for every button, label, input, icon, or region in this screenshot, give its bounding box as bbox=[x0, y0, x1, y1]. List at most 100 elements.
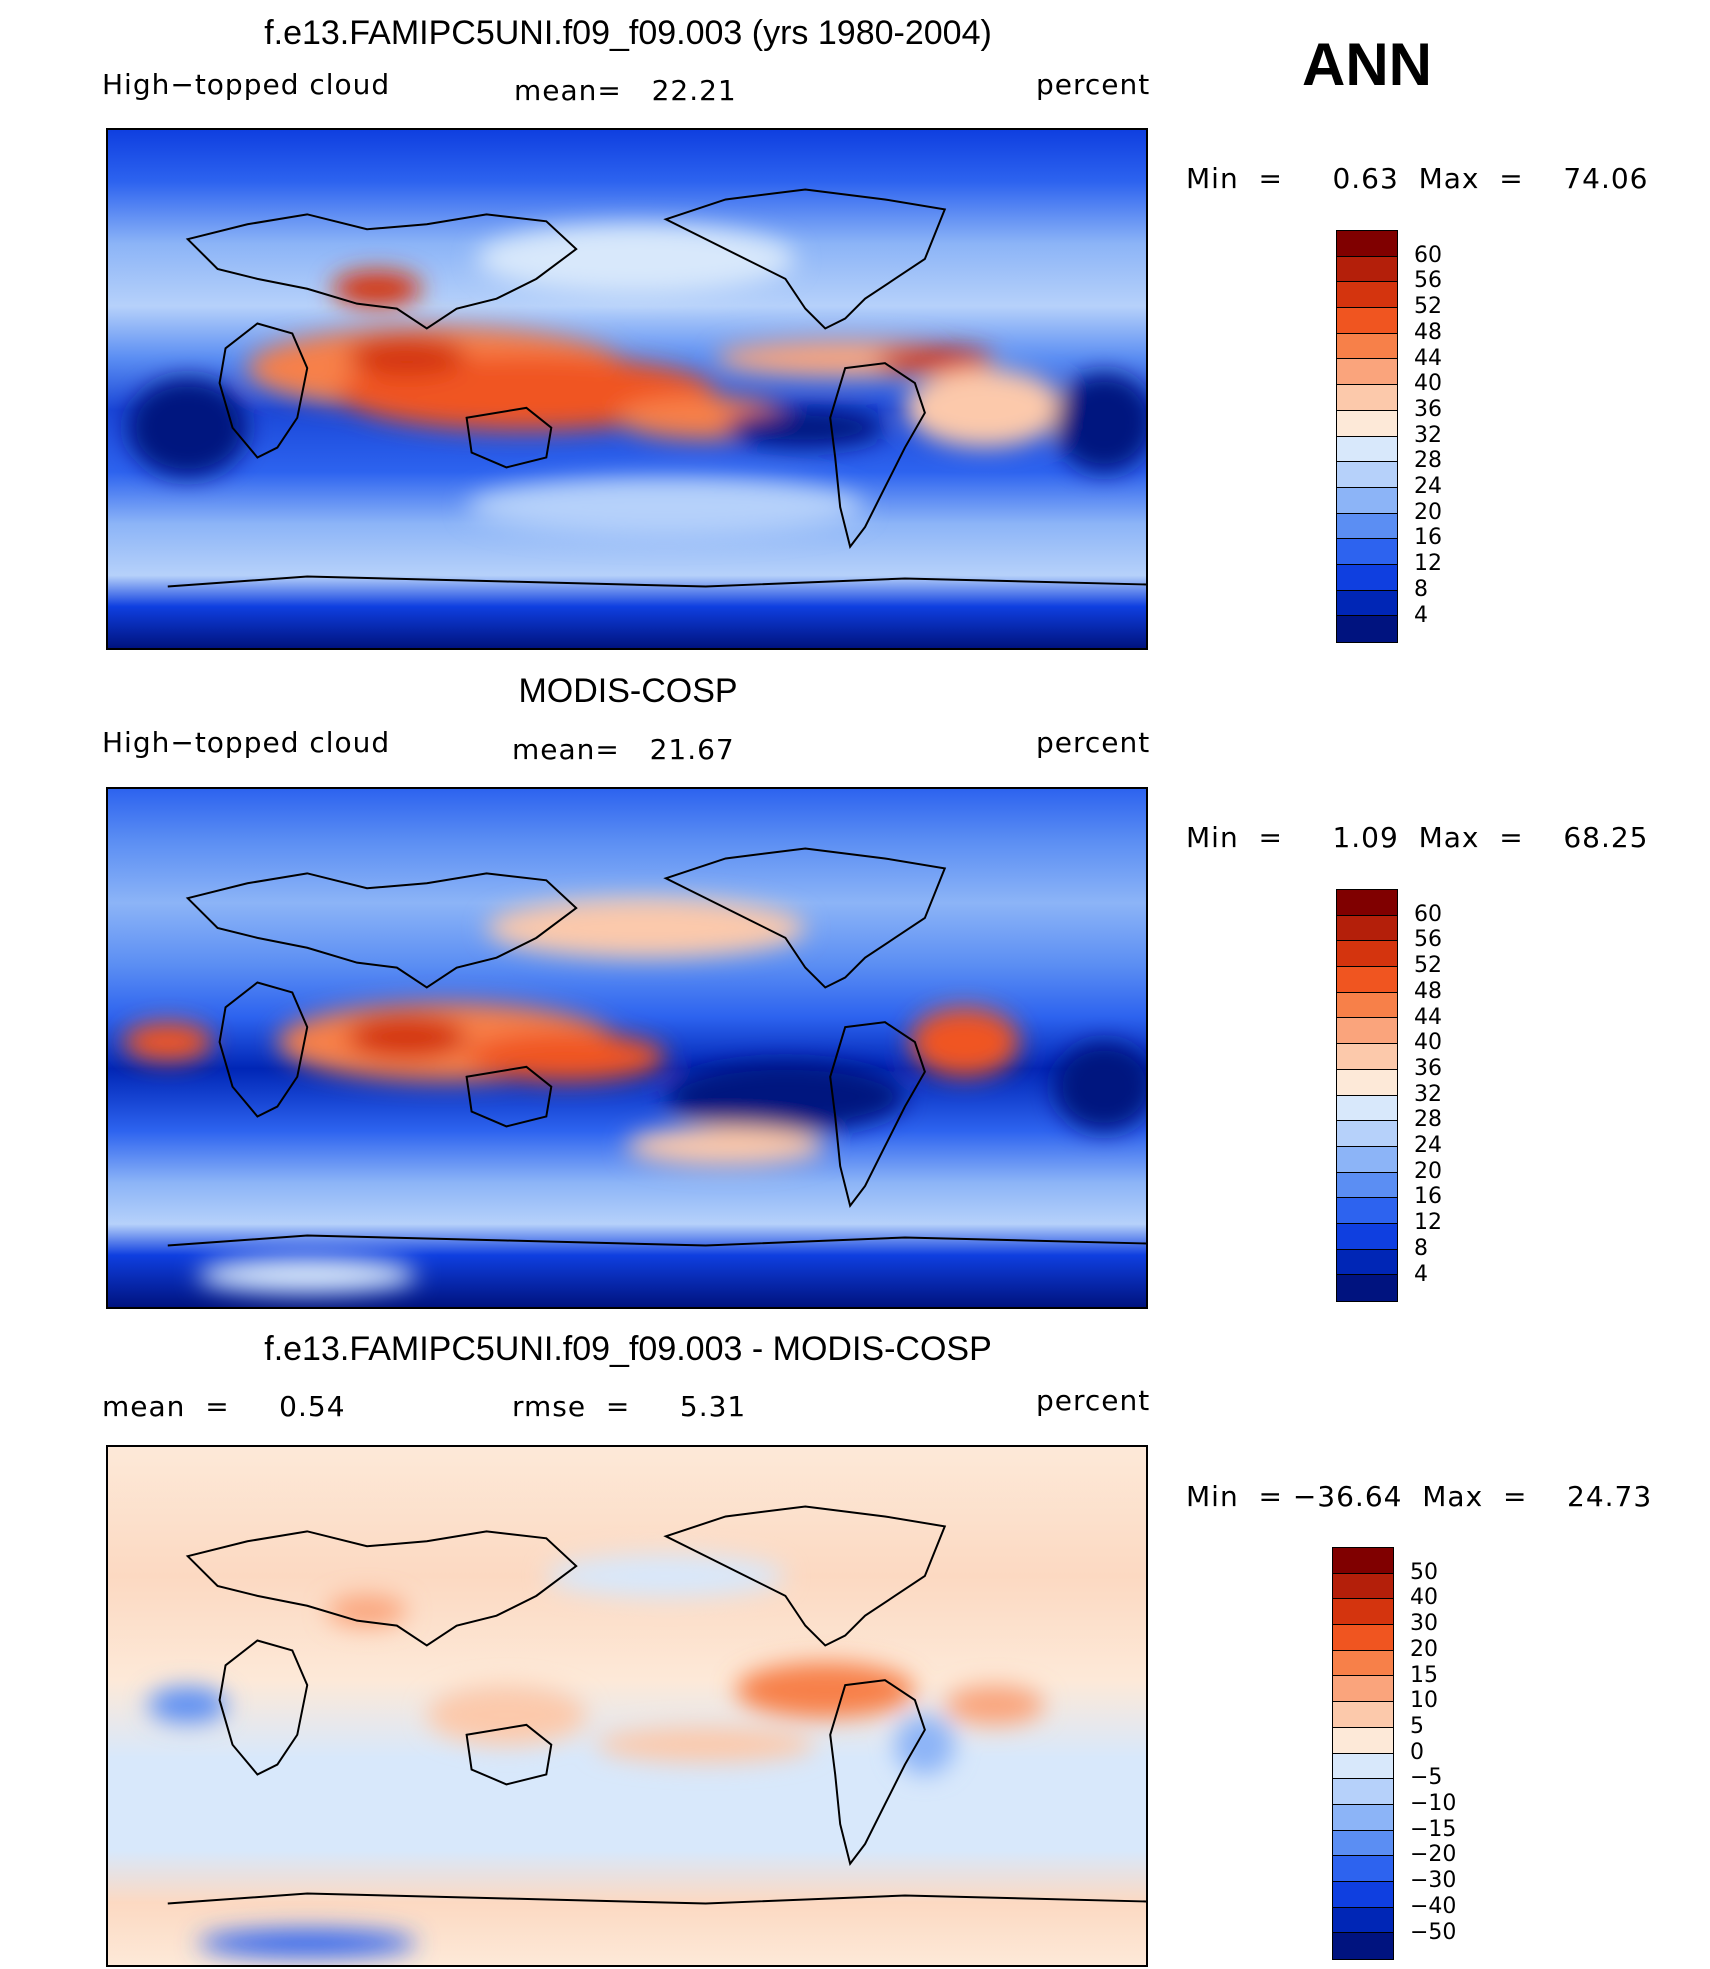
colorbar-tick-label: 50 bbox=[1410, 1559, 1438, 1585]
colorbar-tick-label: 60 bbox=[1414, 242, 1442, 268]
colorbar-swatch bbox=[1337, 359, 1397, 386]
panel3-mean: mean = 0.54 bbox=[102, 1390, 346, 1423]
panel1-mean: mean= 22.21 bbox=[514, 74, 737, 107]
colorbar-swatch bbox=[1337, 1223, 1397, 1250]
colorbar-tick-label: 44 bbox=[1414, 345, 1442, 371]
colorbar-tick-label: 32 bbox=[1414, 1081, 1442, 1107]
colorbar-swatch bbox=[1337, 564, 1397, 591]
colorbar-swatch bbox=[1337, 1146, 1397, 1173]
colorbar-swatch bbox=[1337, 992, 1397, 1019]
colorbar-swatch bbox=[1333, 1727, 1393, 1754]
colorbar-swatch bbox=[1337, 436, 1397, 463]
colorbar-tick-label: 48 bbox=[1414, 978, 1442, 1004]
colorbar-tick-label: 15 bbox=[1410, 1662, 1438, 1688]
colorbar-tick-label: 52 bbox=[1414, 294, 1442, 320]
colorbar-tick-label: 10 bbox=[1410, 1688, 1438, 1714]
panel1-model-map bbox=[106, 128, 1148, 650]
colorbar-tick-label: 12 bbox=[1414, 1210, 1442, 1236]
panel2-colorbar-swatches bbox=[1336, 889, 1398, 1302]
colorbar-swatch bbox=[1337, 1121, 1397, 1147]
colorbar-tick-label: 40 bbox=[1410, 1585, 1438, 1611]
colorbar-swatch bbox=[1337, 282, 1397, 309]
colorbar-tick-label: 16 bbox=[1414, 1184, 1442, 1210]
colorbar-tick-label: 48 bbox=[1414, 319, 1442, 345]
colorbar-tick-label: −10 bbox=[1410, 1791, 1457, 1816]
colorbar-tick-label: −20 bbox=[1410, 1842, 1457, 1868]
colorbar-swatch bbox=[1337, 1095, 1397, 1122]
panel1-variable-label: High−topped cloud bbox=[102, 68, 391, 101]
colorbar-swatch bbox=[1337, 890, 1397, 916]
colorbar-swatch bbox=[1337, 590, 1397, 617]
panel1-units: percent bbox=[1036, 68, 1151, 101]
panel1-colorbar-swatches bbox=[1336, 230, 1398, 643]
colorbar-swatch bbox=[1337, 1069, 1397, 1096]
colorbar-swatch bbox=[1337, 333, 1397, 360]
colorbar-tick-label: 8 bbox=[1414, 576, 1428, 602]
colorbar-swatch bbox=[1337, 308, 1397, 334]
colorbar-swatch bbox=[1333, 1907, 1393, 1934]
colorbar-tick-label: 52 bbox=[1414, 953, 1442, 979]
panel2-variable-label: High−topped cloud bbox=[102, 726, 391, 759]
colorbar-swatch bbox=[1333, 1573, 1393, 1600]
colorbar-swatch bbox=[1337, 385, 1397, 411]
colorbar-tick-label: 28 bbox=[1414, 448, 1442, 474]
colorbar-swatch bbox=[1337, 941, 1397, 968]
colorbar-swatch bbox=[1337, 1249, 1397, 1276]
colorbar-tick-label: 32 bbox=[1414, 422, 1442, 448]
panel3-title: f.e13.FAMIPC5UNI.f09_f09.003 - MODIS-COS… bbox=[264, 1330, 992, 1368]
panel2-title: MODIS-COSP bbox=[518, 672, 738, 710]
colorbar-swatch bbox=[1337, 1172, 1397, 1199]
colorbar-tick-label: 36 bbox=[1414, 1055, 1442, 1081]
colorbar-swatch bbox=[1333, 1650, 1393, 1677]
colorbar-tick-label: 24 bbox=[1414, 1133, 1442, 1158]
colorbar-tick-label: 24 bbox=[1414, 474, 1442, 499]
colorbar-swatch bbox=[1337, 616, 1397, 642]
colorbar-swatch bbox=[1333, 1625, 1393, 1651]
colorbar-swatch bbox=[1337, 539, 1397, 565]
colorbar-swatch bbox=[1337, 231, 1397, 257]
colorbar-swatch bbox=[1337, 967, 1397, 993]
colorbar-swatch bbox=[1333, 1779, 1393, 1805]
colorbar-swatch bbox=[1337, 256, 1397, 283]
colorbar-swatch bbox=[1337, 1018, 1397, 1045]
colorbar-tick-label: 5 bbox=[1410, 1713, 1424, 1739]
colorbar-swatch bbox=[1333, 1676, 1393, 1703]
colorbar-tick-label: 4 bbox=[1414, 602, 1428, 628]
panel2-observation-map bbox=[106, 787, 1148, 1309]
colorbar-tick-label: 12 bbox=[1414, 551, 1442, 577]
colorbar-swatch bbox=[1333, 1753, 1393, 1780]
colorbar-swatch bbox=[1337, 1198, 1397, 1224]
colorbar-tick-label: 20 bbox=[1414, 1158, 1442, 1184]
colorbar-tick-label: 28 bbox=[1414, 1107, 1442, 1133]
colorbar-tick-label: −5 bbox=[1410, 1765, 1443, 1791]
panel2-minmax: Min = 1.09 Max = 68.25 bbox=[1186, 821, 1649, 854]
panel3-rmse: rmse = 5.31 bbox=[512, 1390, 747, 1423]
colorbar-tick-label: 60 bbox=[1414, 901, 1442, 927]
panel1-title: f.e13.FAMIPC5UNI.f09_f09.003 (yrs 1980-2… bbox=[264, 14, 992, 52]
colorbar-tick-label: 20 bbox=[1414, 499, 1442, 525]
colorbar-swatch bbox=[1333, 1702, 1393, 1728]
panel3-minmax: Min = −36.64 Max = 24.73 bbox=[1186, 1480, 1653, 1513]
colorbar-tick-label: −40 bbox=[1410, 1893, 1457, 1919]
colorbar-tick-label: 30 bbox=[1410, 1611, 1438, 1637]
colorbar-swatch bbox=[1337, 1275, 1397, 1301]
panel2-units: percent bbox=[1036, 726, 1151, 759]
colorbar-swatch bbox=[1337, 462, 1397, 488]
colorbar-tick-label: 20 bbox=[1410, 1636, 1438, 1662]
colorbar-tick-label: 56 bbox=[1414, 268, 1442, 294]
colorbar-swatch bbox=[1333, 1881, 1393, 1908]
colorbar-tick-label: 40 bbox=[1414, 1030, 1442, 1056]
colorbar-tick-label: 16 bbox=[1414, 525, 1442, 551]
panel1-minmax: Min = 0.63 Max = 74.06 bbox=[1186, 162, 1649, 195]
colorbar-tick-label: 40 bbox=[1414, 371, 1442, 397]
colorbar-swatch bbox=[1333, 1804, 1393, 1831]
colorbar-swatch bbox=[1337, 513, 1397, 540]
colorbar-swatch bbox=[1333, 1856, 1393, 1882]
colorbar-swatch bbox=[1337, 1044, 1397, 1070]
colorbar-swatch bbox=[1333, 1830, 1393, 1857]
colorbar-tick-label: 0 bbox=[1410, 1739, 1424, 1765]
colorbar-tick-label: 8 bbox=[1414, 1235, 1428, 1261]
colorbar-swatch bbox=[1337, 410, 1397, 437]
colorbar-tick-label: 36 bbox=[1414, 396, 1442, 422]
colorbar-swatch bbox=[1333, 1599, 1393, 1626]
